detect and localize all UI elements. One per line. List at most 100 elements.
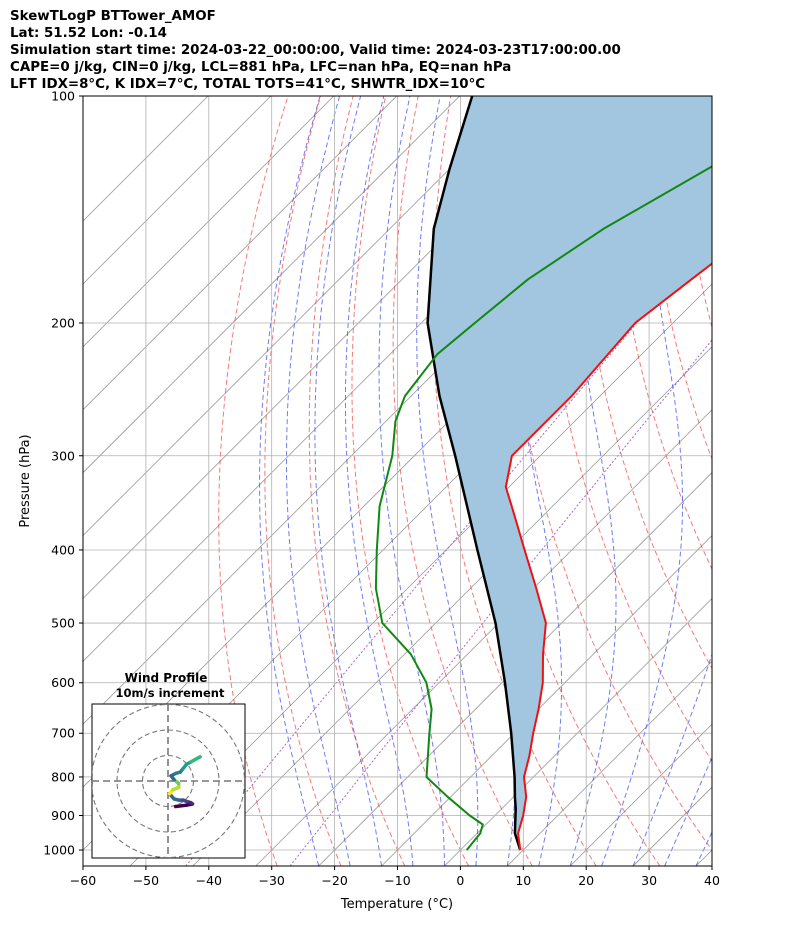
wind-barb-flag bbox=[741, 427, 750, 439]
wind-barb bbox=[711, 606, 736, 624]
hodograph-subtitle: 10m/s increment bbox=[116, 686, 225, 700]
wind-barb bbox=[711, 681, 712, 683]
hodograph-ring bbox=[92, 704, 245, 858]
x-tick-label: 0 bbox=[456, 873, 464, 888]
hodograph-segment bbox=[193, 755, 202, 762]
hodograph-inset: Wind Profile 10m/s increment bbox=[91, 671, 246, 859]
wind-barb-half-flag bbox=[736, 734, 739, 739]
wind-barb bbox=[711, 105, 755, 128]
wind-barb-flag bbox=[733, 299, 742, 311]
wind-barb-flag bbox=[749, 105, 755, 117]
wind-barb-staff bbox=[711, 587, 712, 589]
isotherm-line bbox=[83, 96, 523, 537]
wind-barb-staff bbox=[711, 845, 712, 846]
dry-adiabat-line bbox=[578, 96, 712, 670]
wind-barb-flag bbox=[745, 824, 747, 836]
x-axis-ticks: −60 −50 −40 −30 −20 −10 0 10 20 30 40 bbox=[70, 866, 720, 888]
profile-lines bbox=[374, 96, 712, 851]
wind-barb-flag bbox=[746, 201, 754, 213]
wind-barb-staff bbox=[711, 681, 712, 683]
wind-barb bbox=[711, 748, 750, 777]
isotherm-line bbox=[83, 96, 272, 285]
wind-barb-flag bbox=[743, 145, 750, 157]
dry-adiabat-line bbox=[351, 96, 470, 866]
dry-adiabat-line bbox=[744, 96, 794, 866]
x-tick-label: −20 bbox=[321, 873, 347, 888]
temperature-profile-line bbox=[504, 262, 712, 851]
wind-barb-staff bbox=[711, 505, 712, 507]
parcel-profile-line bbox=[426, 96, 522, 851]
wind-barb-half-flag bbox=[725, 326, 728, 331]
wind-barb-half-flag bbox=[733, 606, 736, 611]
y-tick-label: 200 bbox=[51, 315, 75, 330]
x-tick-label: 10 bbox=[515, 873, 531, 888]
location-line: Lat: 51.52 Lon: -0.14 bbox=[10, 26, 167, 41]
isotherm-line bbox=[569, 723, 712, 866]
wind-barb-flag bbox=[743, 773, 750, 785]
x-tick-label: −60 bbox=[70, 873, 96, 888]
wind-barb bbox=[711, 549, 712, 550]
wind-barb-staff bbox=[711, 549, 712, 550]
wind-barb bbox=[711, 850, 712, 851]
dry-adiabat-line bbox=[308, 96, 406, 866]
wind-barb-flag bbox=[738, 701, 748, 712]
parcel-line: CAPE=0 j/kg, CIN=0 j/kg, LCL=881 hPa, LF… bbox=[10, 60, 512, 75]
isotherm-line bbox=[444, 597, 712, 866]
moist-adiabat-line bbox=[569, 96, 617, 866]
moist-adiabat-lines bbox=[259, 96, 712, 866]
dry-adiabat-line bbox=[392, 96, 533, 866]
wind-barb-flag bbox=[739, 624, 748, 636]
wind-barb-flag bbox=[739, 775, 746, 787]
wind-barb-staff bbox=[711, 322, 712, 323]
wind-barb-flag bbox=[745, 308, 754, 320]
wind-barb-flag bbox=[745, 425, 754, 437]
wind-barb-flag bbox=[737, 751, 746, 763]
moist-adiabat-line bbox=[314, 96, 382, 866]
isotherm-line bbox=[129, 283, 712, 866]
wind-barb-staff bbox=[711, 622, 712, 624]
chart-header: SkewTLogP BTTower_AMOF Lat: 51.52 Lon: -… bbox=[10, 8, 621, 93]
wind-barb-flag bbox=[743, 722, 752, 734]
x-tick-label: 40 bbox=[704, 873, 720, 888]
wind-barb-flag bbox=[737, 401, 746, 413]
wind-barb bbox=[711, 824, 747, 836]
x-axis-label: Temperature (°C) bbox=[340, 897, 453, 912]
wind-barb-flag bbox=[742, 335, 750, 347]
wind-barb-flag bbox=[733, 482, 742, 494]
moist-adiabat-line bbox=[286, 96, 351, 866]
moist-adiabat-line bbox=[378, 96, 445, 866]
y-tick-label: 100 bbox=[51, 89, 75, 104]
wind-barb-half-flag bbox=[733, 571, 736, 576]
wind-barb-flag bbox=[743, 621, 752, 633]
wind-barb-flag bbox=[737, 562, 746, 574]
isotherm-line bbox=[507, 660, 712, 866]
wind-barb-flag bbox=[739, 147, 746, 159]
wind-barb bbox=[711, 299, 742, 323]
x-tick-label: −30 bbox=[259, 873, 285, 888]
wind-barb-staff bbox=[711, 126, 712, 128]
wind-barb-flag bbox=[733, 372, 742, 384]
wind-barb bbox=[711, 335, 750, 362]
wind-barb-staff bbox=[711, 228, 712, 229]
wind-barb bbox=[711, 621, 752, 655]
wind-barb-flag bbox=[741, 748, 750, 760]
wind-barb-flag bbox=[741, 478, 750, 490]
y-axis-label: Pressure (hPa) bbox=[18, 434, 33, 527]
wind-barb-flag bbox=[745, 475, 754, 487]
wind-barb-flag bbox=[737, 480, 746, 492]
wind-barb-half-flag bbox=[729, 308, 732, 313]
wind-barb-flag bbox=[741, 367, 750, 379]
wind-barb-flag bbox=[729, 317, 738, 329]
y-tick-label: 400 bbox=[51, 542, 75, 557]
hodograph-segment bbox=[173, 803, 189, 809]
wind-barb bbox=[711, 401, 746, 428]
wind-barb-staff bbox=[711, 426, 712, 428]
isotherm-line bbox=[83, 96, 398, 411]
x-tick-label: 20 bbox=[578, 873, 594, 888]
wind-barb-flag bbox=[741, 698, 751, 709]
isotherm-line bbox=[318, 472, 712, 866]
wind-barb-staff bbox=[711, 338, 712, 339]
wind-barb-flag bbox=[738, 204, 746, 216]
moist-adiabat-line bbox=[345, 96, 414, 866]
wind-barb-staff bbox=[711, 776, 712, 777]
